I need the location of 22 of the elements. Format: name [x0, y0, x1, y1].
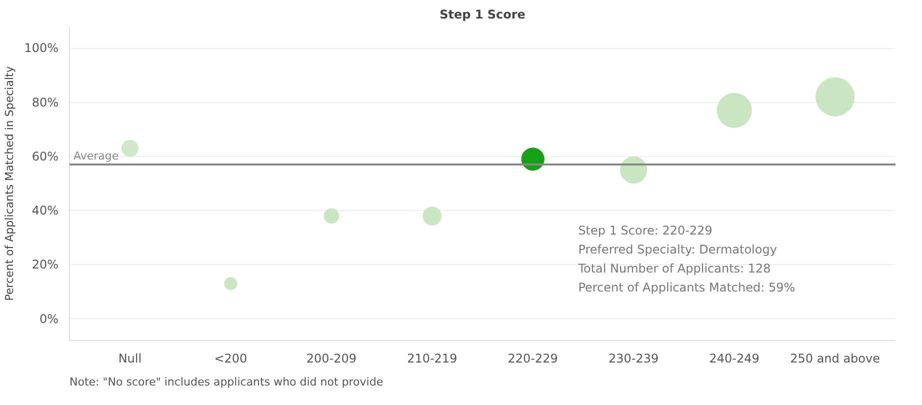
- annotation: Percent of Applicants Matched: 59%: [578, 280, 796, 294]
- x-tick-label: 250 and above: [790, 352, 880, 366]
- annotation: Preferred Specialty: Dermatology: [578, 242, 777, 257]
- chart-title: Step 1 Score: [440, 8, 526, 22]
- y-tick-label: 40%: [32, 204, 58, 218]
- annotation: Step 1 Score: 220-229: [578, 224, 712, 238]
- x-tick-label: 210-219: [407, 352, 458, 366]
- x-tick-label: 230-239: [608, 352, 659, 366]
- x-tick-label: 220-229: [508, 352, 558, 366]
- x-tick-label: <200: [214, 352, 248, 366]
- annotation: Total Number of Applicants: 128: [577, 262, 771, 276]
- y-tick-label: 60%: [32, 149, 58, 164]
- x-tick-label: 240-249: [709, 352, 760, 366]
- y-axis-title: Percent of Applicants Matched in Specialty: [3, 66, 16, 301]
- text: Note: "No score" includes applicants who did not provide: [70, 376, 384, 388]
- x-tick-label: 200-209: [306, 352, 356, 366]
- ref-line-label: Average: [74, 150, 119, 163]
- y-tick-label: 20%: [32, 258, 58, 272]
- x-tick-label: Null: [118, 352, 142, 366]
- y-tick-label: 0%: [39, 312, 59, 326]
- y-tick-label: 100%: [24, 41, 59, 56]
- y-tick-label: 80%: [32, 95, 58, 110]
